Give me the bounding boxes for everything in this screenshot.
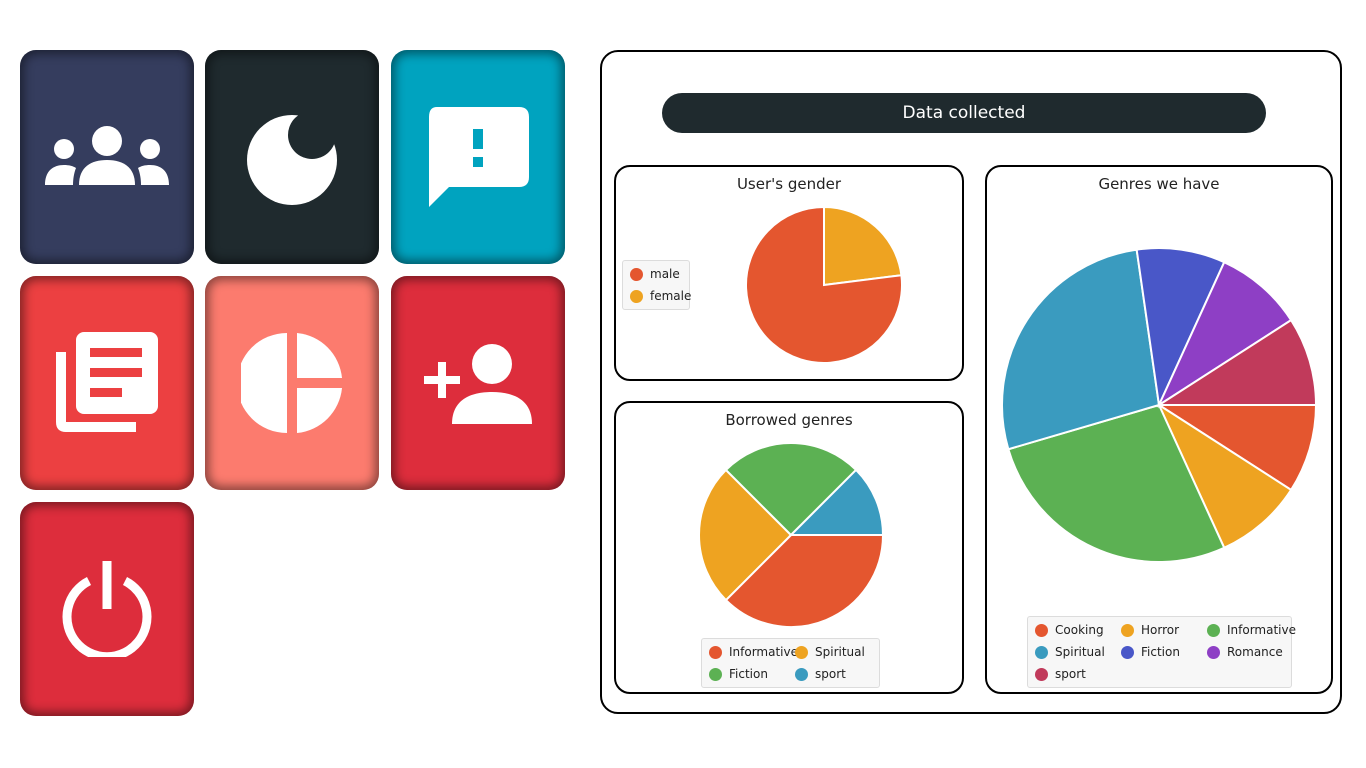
gender-legend: male female [622,260,691,310]
legend-swatch [630,267,643,281]
pie-slice-informative [724,534,885,628]
legend-label: sport [815,667,846,681]
legend-item-informative: Informative [709,645,798,659]
users-icon [45,126,169,185]
pie-slice-fiction [724,442,858,537]
legend-swatch [709,667,722,681]
gender-pie-chart [745,205,903,364]
pie-chart-icon [241,333,342,433]
legend-label: Horror [1141,623,1180,637]
data-collected-header: Data collected [662,93,1266,133]
legend-swatch [630,289,643,303]
pie-slice-fiction [1135,247,1226,409]
legend-label: female [650,289,692,303]
pie-slice-romance [1156,260,1293,408]
legend-item-sport: sport [1035,667,1086,681]
legend-item-fiction: Fiction [1121,645,1180,659]
pie-slice-sport [788,468,885,536]
users-tile[interactable] [20,50,194,264]
genres-we-have-pie-chart [1001,247,1318,563]
gender-chart-card: User's gender male female [614,165,964,381]
borrowed-genres-pie-chart [698,442,885,628]
legend-label: Informative [1227,623,1296,637]
legend-item-cooking: Cooking [1035,623,1104,637]
legend-label: Spiritual [815,645,865,659]
add-user-icon [424,344,532,424]
legend-label: male [650,267,680,281]
borrowed-genres-title: Borrowed genres [725,411,853,429]
legend-label: Romance [1227,645,1283,659]
moon-icon [247,115,337,205]
legend-swatch [1035,645,1048,659]
legend-item-sport: sport [795,667,846,681]
pie-slice-informative [1007,403,1226,563]
legend-label: Cooking [1055,623,1104,637]
pie-slice-spiritual [1001,248,1161,451]
feedback-tile[interactable] [391,50,565,264]
dark-mode-tile[interactable] [205,50,379,264]
power-icon [62,561,152,657]
legend-label: sport [1055,667,1086,681]
legend-swatch [1035,667,1048,681]
legend-label: Spiritual [1055,645,1105,659]
legend-swatch [1035,623,1048,637]
legend-item-spiritual: Spiritual [1035,645,1105,659]
pie-slice-male [745,205,903,364]
borrowed-genres-legend: Informative Spiritual Fiction sport [701,638,880,688]
borrowed-genres-card: Borrowed genres Informative Spiritual Fict… [614,401,964,694]
gender-chart-title: User's gender [736,175,842,193]
legend-swatch [709,645,722,659]
legend-swatch [795,645,808,659]
legend-item-romance: Romance [1207,645,1283,659]
pie-slice-sport [1155,318,1318,406]
pie-slice-spiritual [698,468,793,602]
legend-item-horror: Horror [1121,623,1179,637]
pie-slice-cooking [1155,404,1318,492]
legend-swatch [1121,645,1134,659]
library-icon [56,332,158,432]
genres-we-have-title: Genres we have [1098,175,1220,193]
legend-item-male: male [630,267,680,281]
pie-slice-female [823,205,903,287]
legend-label: Fiction [729,667,768,681]
genres-we-have-card: Genres we have Cooking Horror Informative S… [985,165,1333,694]
legend-item-female: female [630,289,691,303]
feedback-icon [429,107,529,207]
logout-tile[interactable] [20,502,194,716]
statistics-tile[interactable] [205,276,379,490]
pie-slice-horror [1156,402,1293,550]
legend-item-informative: Informative [1207,623,1296,637]
legend-swatch [1121,623,1134,637]
legend-label: Fiction [1141,645,1180,659]
books-tile[interactable] [20,276,194,490]
legend-swatch [1207,623,1220,637]
legend-item-spiritual: Spiritual [795,645,865,659]
legend-swatch [795,667,808,681]
legend-item-fiction: Fiction [709,667,768,681]
add-user-tile[interactable] [391,276,565,490]
legend-swatch [1207,645,1220,659]
genres-we-have-legend: Cooking Horror Informative Spiritual Fiction… [1027,616,1296,688]
data-panel: Data collected User's gender male female … [600,50,1342,714]
legend-label: Informative [729,645,798,659]
